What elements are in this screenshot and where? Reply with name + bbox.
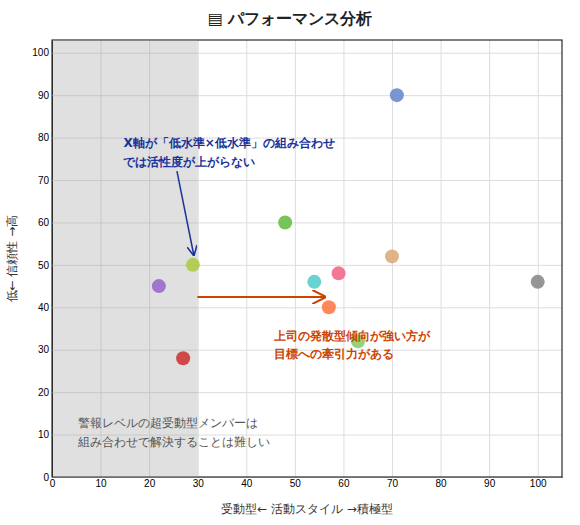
- tick: 70: [387, 40, 399, 489]
- tick-label: 0: [43, 472, 49, 483]
- tick-label: 60: [38, 217, 50, 228]
- tick: 50: [290, 40, 302, 489]
- tick-label: 50: [38, 260, 50, 271]
- grid-line: [198, 40, 199, 477]
- point: [385, 249, 399, 263]
- grid-line: [489, 40, 490, 477]
- tick-label: 30: [193, 478, 205, 489]
- tick-label: 60: [338, 478, 350, 489]
- tick-label: 20: [144, 478, 156, 489]
- x-axis: 0 10 20 30 40 50 60 70 80 90 100: [50, 40, 563, 489]
- chart: 0 10 20 30 40 50 60 70 80 90 100 0 10 20 30 40 50 60 70 80 9…: [0, 0, 580, 525]
- data-layer: [52, 40, 545, 477]
- grid-line: [246, 40, 247, 477]
- grid-line: [295, 40, 296, 477]
- arrow: [197, 296, 325, 298]
- tick-label: 80: [38, 132, 50, 143]
- tick: 60: [338, 40, 350, 489]
- grid-line: [441, 40, 442, 477]
- y-axis-title: 低← 信頼性 →高: [5, 215, 19, 303]
- point: [531, 275, 545, 289]
- point: [278, 215, 292, 229]
- grid-line: [538, 40, 539, 477]
- tick-label: 70: [38, 175, 50, 186]
- point: [332, 266, 346, 280]
- point: [307, 275, 321, 289]
- tick-label: 90: [38, 90, 50, 101]
- point: [322, 300, 336, 314]
- y-axis: 0 10 20 30 40 50 60 70 80 90 100: [32, 41, 562, 483]
- grid-line: [343, 40, 344, 477]
- plot: 0 10 20 30 40 50 60 70 80 90 100 0 10 20 30 40 50 60 70 80 9…: [32, 40, 562, 489]
- tick-label: 10: [96, 478, 108, 489]
- tick-label: 90: [484, 478, 496, 489]
- tick: 100: [530, 40, 547, 489]
- tick-label: 70: [387, 478, 399, 489]
- arrow: [177, 171, 194, 255]
- tick-label: 10: [38, 429, 50, 440]
- plot-frame: [52, 40, 562, 477]
- x-axis-title: 受動型← 活動スタイル →積極型: [221, 502, 393, 516]
- tick-label: 50: [290, 478, 302, 489]
- annotation: X軸が「低水準×低水準」の組み合わせでは活性度が上がらない: [123, 136, 334, 169]
- tick: 80: [436, 40, 448, 489]
- tick-label: 30: [38, 344, 50, 355]
- shaded-region: [52, 40, 198, 477]
- point: [152, 279, 166, 293]
- point: [390, 88, 404, 102]
- title: ▤ パフォーマンス分析: [208, 9, 373, 28]
- point: [186, 258, 200, 272]
- tick-label: 0: [50, 478, 56, 489]
- tick-label: 80: [436, 478, 448, 489]
- annotation: 警報レベルの超受動型メンバーは組み合わせで解決することは難しい: [77, 416, 270, 449]
- tick-label: 20: [38, 387, 50, 398]
- tick-label: 100: [530, 478, 547, 489]
- tick-label: 40: [241, 478, 253, 489]
- tick-label: 100: [32, 47, 49, 58]
- point: [176, 351, 190, 365]
- annotation: 上司の発散型傾向が強い方が目標への牽引力がある: [273, 328, 431, 361]
- tick-label: 40: [38, 302, 50, 313]
- tick: 90: [484, 40, 496, 489]
